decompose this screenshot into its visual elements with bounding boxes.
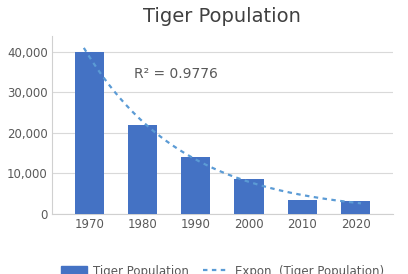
Bar — [235, 179, 264, 214]
Bar — [341, 201, 370, 214]
Bar — [75, 52, 104, 214]
Bar — [288, 199, 317, 214]
Legend: Tiger Population, Expon. (Tiger Population): Tiger Population, Expon. (Tiger Populati… — [56, 260, 388, 274]
Bar — [181, 157, 211, 214]
Bar — [128, 125, 157, 214]
Title: Tiger Population: Tiger Population — [144, 7, 302, 26]
Text: R² = 0.9776: R² = 0.9776 — [135, 67, 218, 81]
